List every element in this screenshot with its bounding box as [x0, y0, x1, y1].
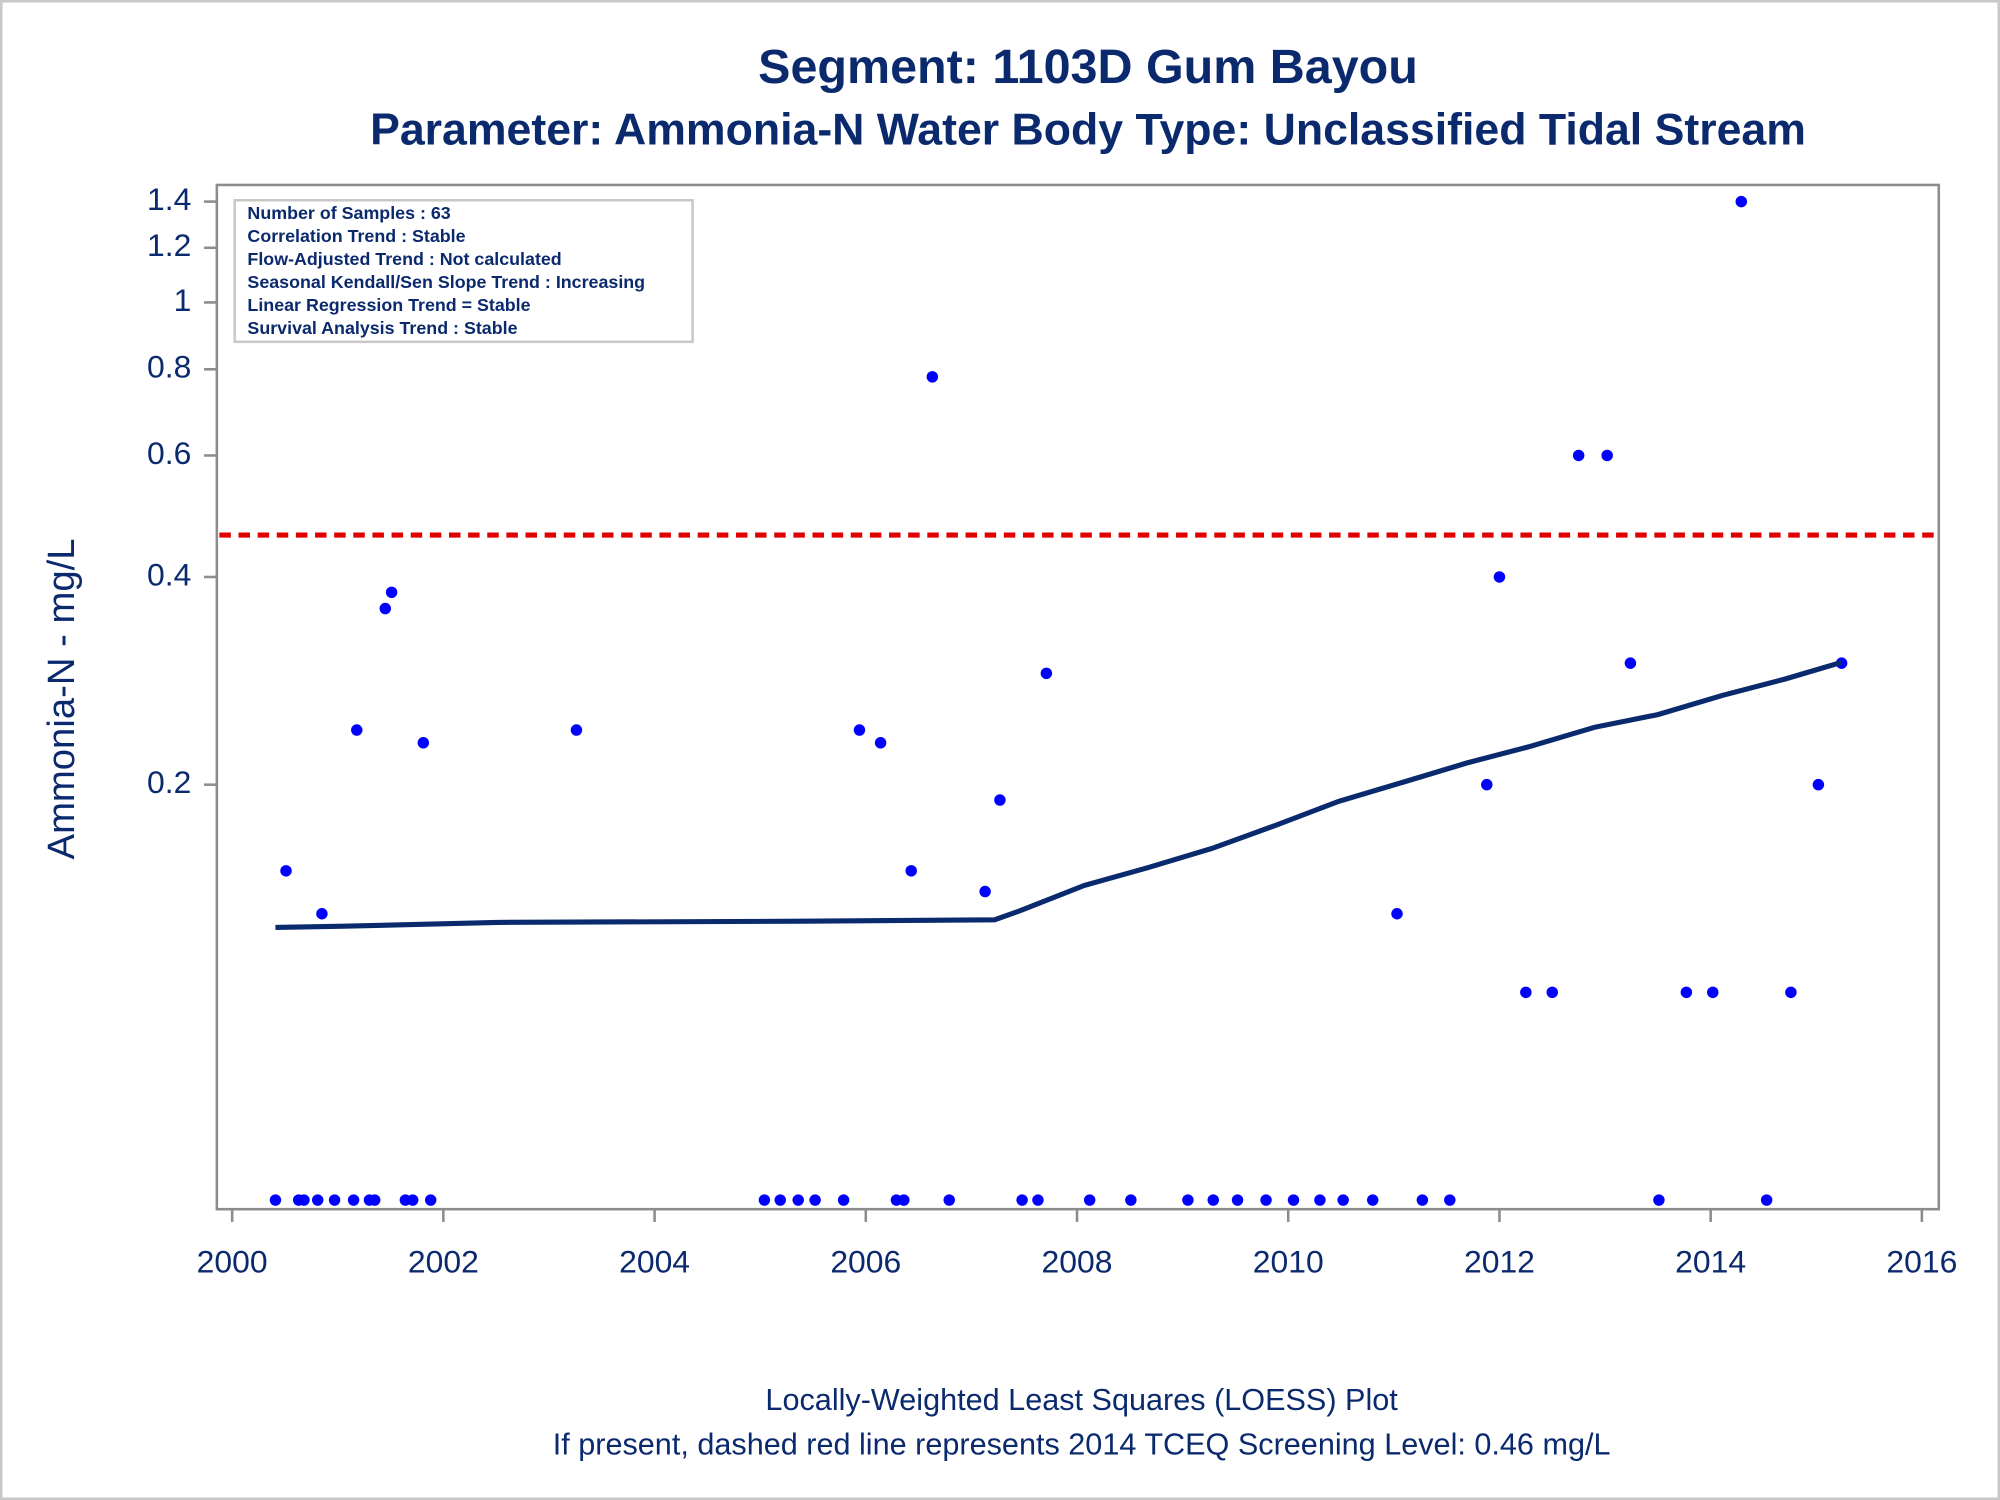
data-point: [1653, 1194, 1665, 1206]
data-point: [1760, 1194, 1773, 1206]
stats-line: Flow-Adjusted Trend : Not calculated: [247, 249, 561, 269]
data-point: [1366, 1194, 1379, 1206]
data-point: [1314, 1194, 1326, 1206]
y-tick-label: 1.2: [147, 227, 191, 263]
x-tick-label: 2012: [1464, 1243, 1535, 1279]
data-point: [1337, 1194, 1349, 1206]
data-point: [298, 1194, 310, 1206]
data-point: [926, 371, 939, 383]
data-point: [269, 1194, 282, 1206]
footnote: Locally-Weighted Least Squares (LOESS) P…: [765, 1383, 1398, 1417]
data-point: [1287, 1194, 1300, 1206]
stats-line: Correlation Trend : Stable: [247, 226, 465, 246]
data-point: [1572, 449, 1585, 462]
data-point: [1624, 657, 1637, 669]
data-point: [1493, 571, 1506, 583]
data-point: [347, 1194, 360, 1206]
data-point: [1785, 986, 1797, 999]
data-point: [758, 1194, 771, 1206]
y-tick-label: 1: [174, 282, 192, 318]
data-point: [898, 1194, 910, 1206]
data-point: [1520, 986, 1532, 999]
data-point: [943, 1194, 955, 1206]
data-point: [1444, 1194, 1456, 1206]
data-point: [570, 724, 583, 736]
stats-line: Linear Regression Trend = Stable: [247, 295, 530, 315]
x-tick-label: 2010: [1253, 1243, 1324, 1279]
data-point: [417, 737, 430, 749]
data-point: [1040, 667, 1053, 680]
data-point: [1182, 1194, 1194, 1206]
data-point: [979, 885, 991, 898]
x-tick-label: 2006: [830, 1243, 901, 1279]
data-point: [1546, 986, 1558, 999]
data-point: [994, 794, 1006, 806]
data-point: [406, 1194, 419, 1206]
data-point: [837, 1194, 850, 1206]
data-point: [351, 724, 363, 736]
x-tick-label: 2002: [408, 1243, 479, 1279]
x-tick-label: 2008: [1042, 1243, 1113, 1279]
data-point: [385, 586, 398, 599]
data-point: [1601, 449, 1613, 462]
y-tick-label: 0.2: [147, 764, 191, 800]
data-point: [1207, 1194, 1219, 1206]
chart-title: Segment: 1103D Gum Bayou: [758, 40, 1418, 94]
data-point: [1481, 778, 1493, 791]
data-point: [874, 737, 887, 749]
data-point: [853, 724, 866, 736]
data-point: [905, 865, 917, 877]
footnote: If present, dashed red line represents 2…: [553, 1428, 1611, 1462]
y-tick-label: 0.4: [147, 556, 191, 592]
data-point: [1231, 1194, 1244, 1206]
y-tick-label: 0.8: [147, 349, 191, 385]
data-point: [379, 602, 392, 615]
data-point: [1083, 1194, 1096, 1206]
y-tick-label: 0.6: [147, 435, 191, 471]
data-point: [809, 1194, 821, 1206]
data-point: [1260, 1194, 1272, 1206]
stats-box: [233, 198, 694, 344]
data-point: [1680, 986, 1693, 999]
stats-line: Number of Samples : 63: [247, 203, 450, 223]
data-point: [792, 1194, 804, 1206]
data-point: [1125, 1194, 1137, 1206]
data-point: [1032, 1194, 1044, 1206]
stats-line: Seasonal Kendall/Sen Slope Trend : Incre…: [247, 272, 645, 292]
data-point: [1812, 778, 1825, 791]
x-tick-label: 2016: [1886, 1243, 1957, 1279]
data-point: [1016, 1194, 1028, 1206]
data-point: [311, 1194, 324, 1206]
x-tick-label: 2014: [1675, 1243, 1746, 1279]
data-point: [280, 865, 292, 877]
stats-line: Survival Analysis Trend : Stable: [247, 318, 517, 338]
data-point: [368, 1194, 381, 1206]
y-tick-label: 1.4: [147, 181, 191, 217]
data-point: [1735, 195, 1748, 208]
data-point: [1416, 1194, 1429, 1206]
data-point: [316, 908, 328, 920]
loess-line: [275, 659, 1843, 930]
data-point: [424, 1194, 437, 1206]
x-tick-label: 2000: [197, 1243, 268, 1279]
y-axis-label: Ammonia-N - mg/L: [40, 539, 83, 860]
data-point: [328, 1194, 341, 1206]
data-point: [774, 1194, 786, 1206]
data-point: [1707, 986, 1719, 999]
x-tick-label: 2004: [619, 1243, 690, 1279]
data-point: [1391, 908, 1403, 920]
chart-subtitle: Parameter: Ammonia-N Water Body Type: Un…: [370, 105, 1806, 154]
